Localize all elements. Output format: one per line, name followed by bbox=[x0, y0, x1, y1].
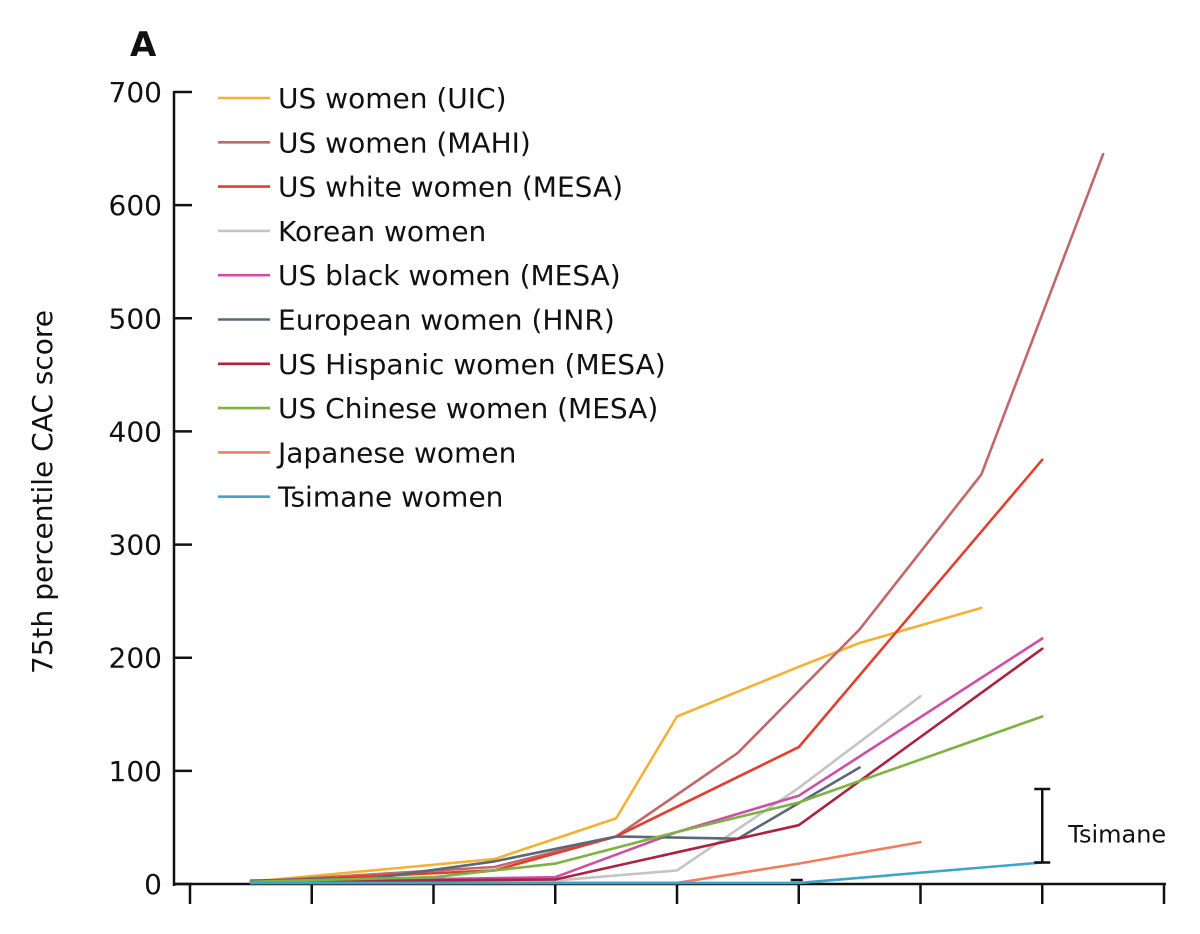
legend-label: Korean women bbox=[278, 215, 486, 248]
series-line-us-chinese-women-mesa bbox=[249, 715, 1044, 883]
series-line-us-black-women-mesa bbox=[249, 637, 1044, 883]
series-layer bbox=[249, 152, 1105, 885]
panel-label: A bbox=[130, 25, 157, 65]
series-line-us-women-mahi bbox=[249, 152, 1105, 883]
y-tick-label: 300 bbox=[109, 529, 162, 562]
legend: US women (UIC) US women (MAHI) US white wo… bbox=[218, 82, 666, 514]
y-tick-label: 100 bbox=[109, 755, 162, 788]
series-line-tsimane-women bbox=[249, 861, 1044, 885]
series-line-us-women-uic bbox=[249, 606, 983, 883]
legend-label: US Chinese women (MESA) bbox=[278, 392, 658, 425]
series-line-us-hispanic-women-mesa bbox=[249, 647, 1044, 883]
y-tick-label: 700 bbox=[109, 76, 162, 109]
y-tick-label: 0 bbox=[144, 868, 162, 901]
legend-label: US women (UIC) bbox=[278, 82, 507, 115]
axes: 0 100 200 300 400 500 600 700 bbox=[109, 76, 1166, 904]
legend-label: US black women (MESA) bbox=[278, 259, 621, 292]
y-tick-label: 500 bbox=[109, 302, 162, 335]
legend-label: Tsimane women bbox=[277, 481, 503, 514]
annotation-label: Tsimane bbox=[1067, 821, 1166, 849]
y-tick-label: 200 bbox=[109, 642, 162, 675]
legend-label: US women (MAHI) bbox=[278, 126, 531, 159]
y-axis-label: 75th percentile CAC score bbox=[26, 310, 59, 674]
series-line-us-white-women-mesa bbox=[249, 458, 1044, 883]
annotation-layer: Tsimane bbox=[1034, 787, 1166, 864]
y-tick-label: 600 bbox=[109, 189, 162, 222]
legend-label: US Hispanic women (MESA) bbox=[278, 348, 666, 381]
legend-label: European women (HNR) bbox=[278, 304, 615, 337]
legend-label: Japanese women bbox=[276, 436, 516, 469]
legend-label: US white women (MESA) bbox=[278, 171, 623, 204]
y-tick-label: 400 bbox=[109, 415, 162, 448]
